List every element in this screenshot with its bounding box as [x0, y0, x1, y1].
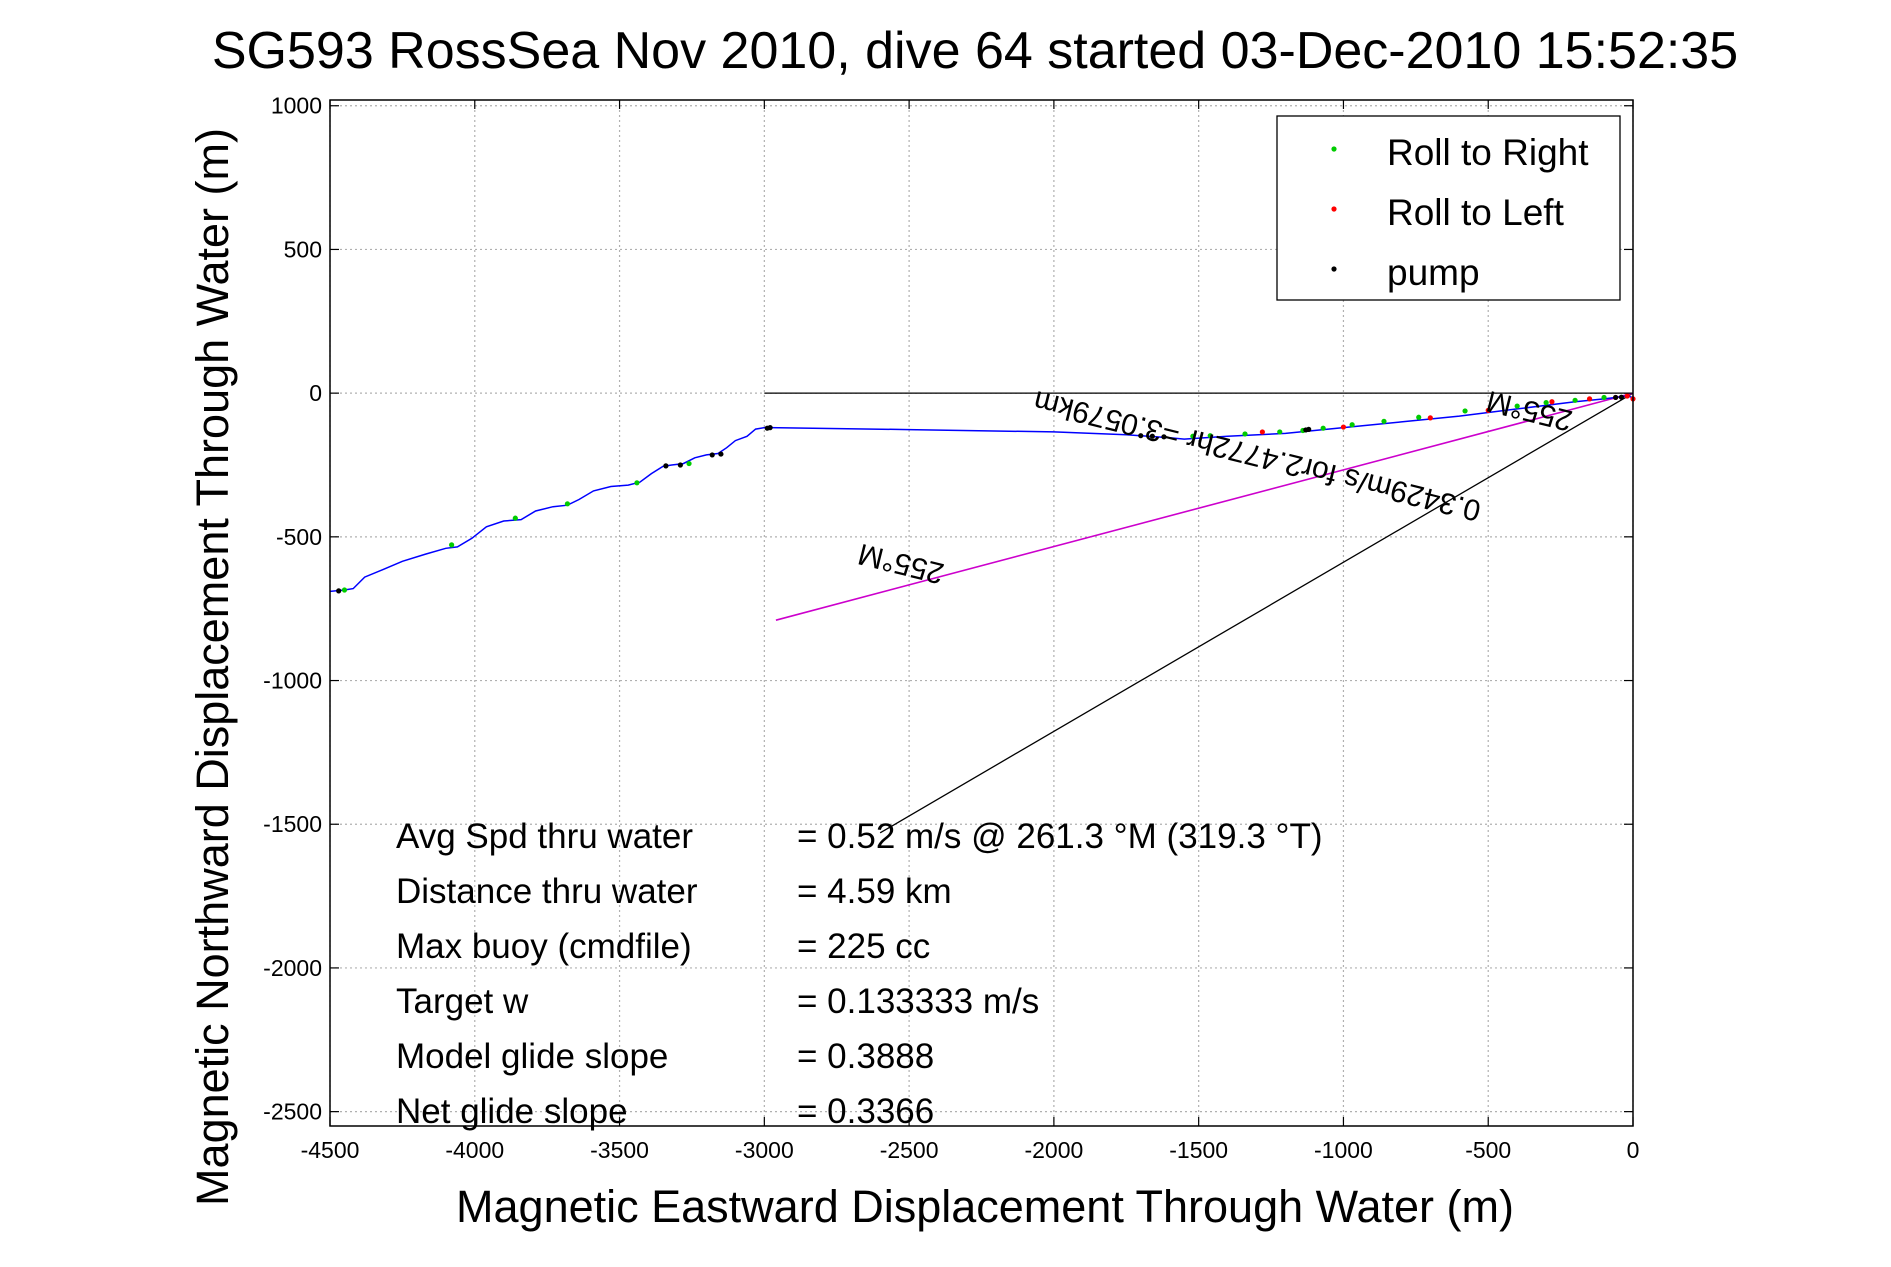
y-axis-label: Magnetic Northward Displacement Through … — [187, 128, 238, 1206]
x-tick-label: -3000 — [735, 1137, 794, 1163]
legend: Roll to Right Roll to Left pump — [1276, 115, 1621, 301]
roll-left-marker — [1427, 415, 1433, 421]
x-tick-label: -1000 — [1314, 1137, 1373, 1163]
x-tick-label: -3500 — [590, 1137, 649, 1163]
stats-value: = 0.52 m/s @ 261.3 °M (319.3 °T) — [797, 817, 1323, 856]
roll-right-marker — [1381, 418, 1387, 424]
roll-left-marker — [1549, 399, 1555, 405]
stats-value: = 4.59 km — [797, 872, 952, 911]
y-tick-label: 0 — [309, 380, 322, 406]
stats-label: Target w — [396, 982, 529, 1021]
roll-right-marker — [1462, 408, 1468, 414]
roll-right-marker — [1242, 431, 1248, 437]
stats-label: Max buoy (cmdfile) — [396, 927, 692, 966]
y-tick-label: 1000 — [271, 93, 322, 119]
x-tick-label: -500 — [1465, 1137, 1511, 1163]
roll-right-marker — [1543, 400, 1549, 406]
y-tick-label: -2500 — [263, 1099, 322, 1125]
plot-frame — [329, 99, 1634, 1127]
roll-right-marker — [1416, 414, 1422, 420]
pump-marker — [1306, 426, 1312, 432]
reference-line — [879, 392, 1634, 834]
stats-label: Net glide slope — [396, 1092, 628, 1131]
stats-label: Distance thru water — [396, 872, 698, 911]
legend-label: pump — [1387, 252, 1480, 293]
y-tick-label: -1500 — [263, 811, 322, 837]
legend-label: Roll to Right — [1387, 132, 1589, 173]
track-annotation: 255°M — [855, 537, 947, 590]
roll-right-marker — [1601, 394, 1607, 401]
pump-marker — [718, 451, 724, 457]
track-annotation: 0.3429m/s for2.4772hr =3.0579km — [1030, 384, 1484, 527]
roll-right-marker — [1572, 397, 1578, 403]
roll-left-marker — [1340, 424, 1347, 430]
roll-left-marker — [1586, 396, 1593, 402]
pump-marker — [767, 425, 773, 431]
pump-marker — [336, 588, 342, 594]
roll-right-marker — [1277, 429, 1283, 435]
pump-marker — [1138, 433, 1144, 439]
pump-marker — [1618, 394, 1625, 400]
track-line — [329, 395, 1634, 593]
stats-value: = 225 cc — [797, 927, 930, 966]
pump-marker — [663, 463, 669, 469]
roll-right-marker — [449, 542, 455, 548]
roll-right-marker — [512, 515, 518, 521]
roll-right-marker — [341, 587, 348, 593]
stats-label: Avg Spd thru water — [396, 817, 693, 856]
roll-right-marker — [686, 460, 692, 467]
x-tick-label: -4000 — [445, 1137, 504, 1163]
x-tick-label: -4500 — [301, 1137, 360, 1163]
roll-left-marker — [1259, 429, 1265, 435]
average-track-line — [775, 392, 1634, 621]
roll-right-marker — [1514, 403, 1520, 409]
stats-value: = 0.3366 — [797, 1092, 934, 1131]
pump-marker — [709, 452, 715, 458]
legend-label: Roll to Left — [1387, 192, 1565, 233]
y-tick-label: 500 — [284, 236, 322, 262]
x-tick-label: -2500 — [880, 1137, 939, 1163]
roll-right-marker — [634, 480, 640, 486]
ticks: -4500 -4000 -3500 -3000 -2500 -2000 -1500 -1000… — [263, 93, 1639, 1163]
x-axis-label: Magnetic Eastward Displacement Through W… — [456, 1181, 1514, 1232]
roll-left-marker — [1624, 393, 1630, 399]
x-tick-label: -2000 — [1024, 1137, 1083, 1163]
stats-block: Avg Spd thru water = 0.52 m/s @ 261.3 °M … — [396, 817, 1323, 1131]
legend-swatch — [1331, 146, 1337, 152]
legend-swatch — [1331, 206, 1337, 212]
pump-marker — [1613, 394, 1619, 401]
roll-right-marker — [1320, 425, 1326, 431]
pump-marker — [1161, 434, 1167, 440]
stats-label: Model glide slope — [396, 1037, 668, 1076]
y-tick-label: -500 — [276, 524, 322, 550]
stats-value: = 0.3888 — [797, 1037, 934, 1076]
pump-marker — [1149, 433, 1155, 439]
roll-right-marker — [1190, 433, 1196, 439]
reference-lines — [764, 392, 1634, 834]
roll-right-marker — [1207, 433, 1213, 439]
x-tick-label: 0 — [1627, 1137, 1640, 1163]
series — [329, 395, 1634, 593]
stats-value: = 0.133333 m/s — [797, 982, 1039, 1021]
roll-right-marker — [564, 501, 571, 507]
markers — [336, 393, 1636, 594]
x-tick-label: -1500 — [1169, 1137, 1228, 1163]
pump-marker — [677, 462, 683, 468]
roll-right-marker — [1349, 422, 1355, 428]
y-tick-label: -2000 — [263, 955, 322, 981]
chart-title: SG593 RossSea Nov 2010, dive 64 started … — [212, 22, 1738, 80]
y-tick-label: -1000 — [263, 668, 322, 694]
legend-swatch — [1331, 266, 1337, 272]
roll-left-marker — [1485, 407, 1491, 413]
